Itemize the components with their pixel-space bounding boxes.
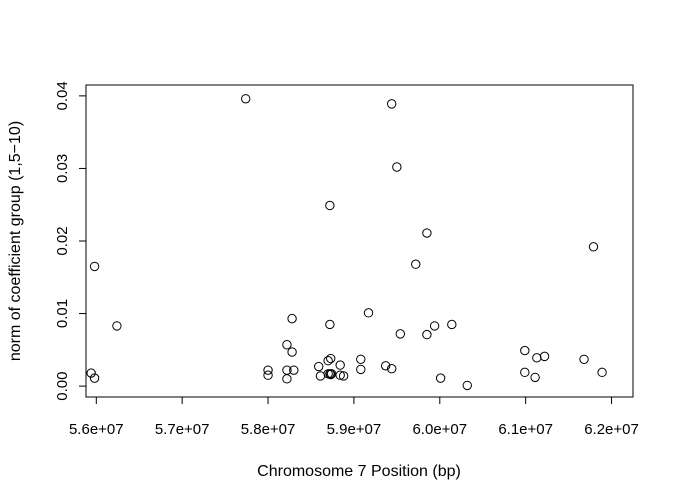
data-point [112, 321, 122, 331]
data-point [325, 319, 335, 330]
data-point [597, 367, 607, 378]
x-tick-label: 5.8e+07 [241, 421, 296, 438]
data-point [387, 364, 397, 374]
data-point [539, 351, 550, 362]
data-point [380, 361, 391, 371]
x-axis: 5.6e+07 5.7e+07 5.8e+07 5.9e+07 6.0e+07 6.1e+… [69, 397, 639, 438]
data-point [387, 99, 397, 109]
data-point [411, 259, 421, 269]
data-point [579, 354, 589, 364]
data-point [429, 321, 440, 331]
data-point [392, 162, 402, 172]
y-axis: 0.00 0.01 0.02 0.03 0.04 [54, 81, 86, 401]
x-axis-title: Chromosome 7 Position (bp) [257, 463, 461, 480]
data-point [356, 354, 366, 364]
x-tick-label: 5.6e+07 [69, 421, 124, 438]
data-point [315, 371, 326, 381]
x-tick-label: 6.1e+07 [498, 421, 553, 438]
y-tick-label: 0.00 [54, 372, 71, 401]
data-point [282, 340, 292, 350]
data-point [363, 308, 374, 318]
data-points [86, 94, 607, 391]
plot-frame [85, 84, 634, 398]
data-point [263, 365, 273, 375]
data-point [422, 329, 432, 340]
x-tick-label: 6.2e+07 [584, 421, 639, 438]
data-point [532, 353, 542, 363]
data-point [447, 319, 457, 330]
data-point [282, 374, 292, 384]
data-point [314, 361, 324, 372]
x-tick-label: 5.9e+07 [327, 421, 382, 438]
data-point [435, 373, 446, 383]
data-point [289, 365, 299, 375]
data-point [241, 94, 251, 104]
data-point [326, 353, 336, 364]
data-point [335, 360, 345, 370]
data-point [338, 371, 349, 381]
data-point [287, 313, 297, 324]
x-tick-label: 6.0e+07 [412, 421, 467, 438]
data-point [86, 368, 96, 378]
data-point [323, 356, 333, 366]
data-point [89, 261, 100, 272]
data-point [530, 372, 540, 383]
data-point [325, 200, 335, 211]
y-axis-title: norm of coefficient group (1,5−10) [7, 121, 24, 361]
data-point [263, 370, 273, 380]
data-point [520, 345, 530, 356]
data-point [326, 369, 336, 380]
data-point [395, 329, 405, 339]
data-point [520, 367, 530, 378]
y-tick-label: 0.01 [54, 299, 71, 328]
data-point [335, 370, 345, 380]
y-tick-label: 0.04 [54, 81, 71, 110]
data-point [588, 242, 599, 252]
y-tick-label: 0.03 [54, 154, 71, 183]
x-tick-label: 5.7e+07 [155, 421, 210, 438]
y-tick-label: 0.02 [54, 226, 71, 255]
data-point [422, 228, 432, 238]
data-point [356, 364, 366, 375]
data-point [89, 373, 100, 383]
data-point [462, 380, 472, 391]
data-point [287, 347, 297, 357]
